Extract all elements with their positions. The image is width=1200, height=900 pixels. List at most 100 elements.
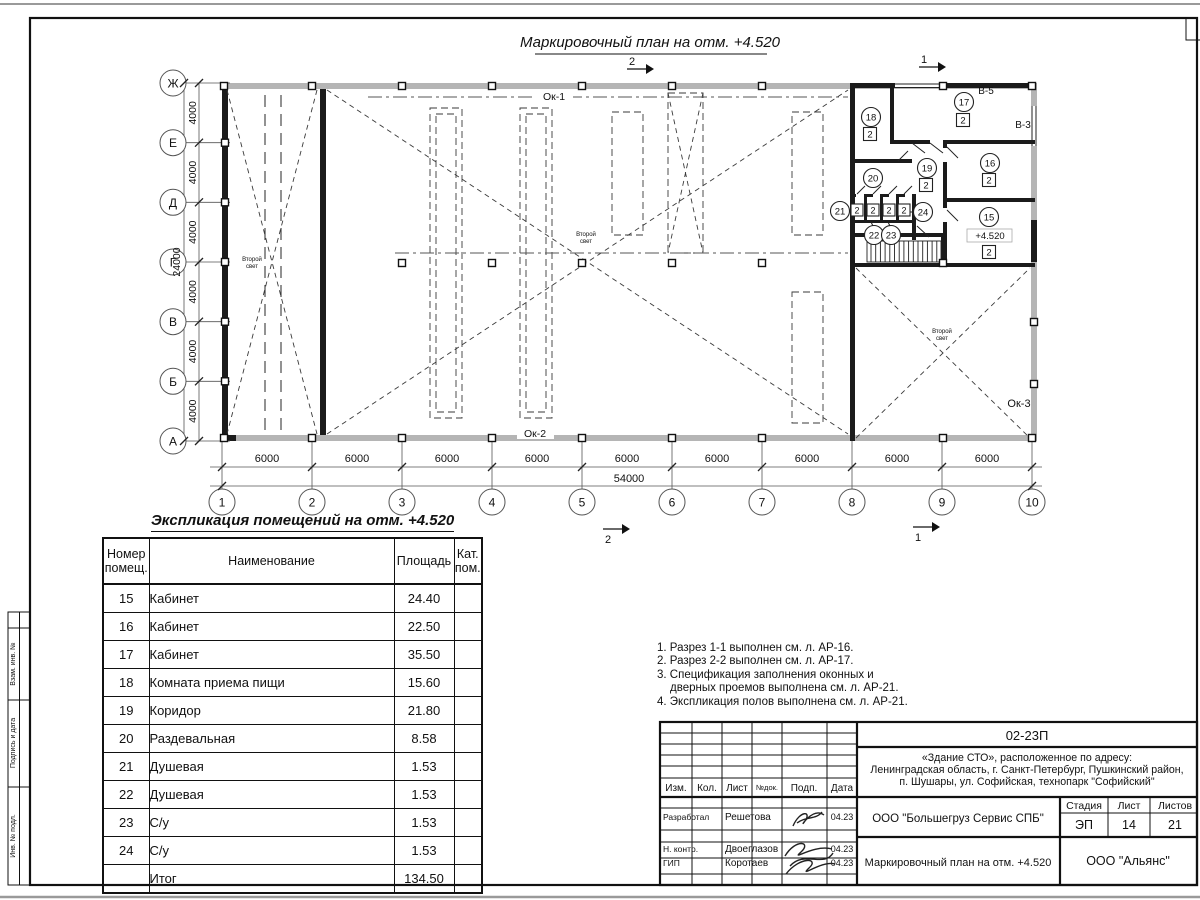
elevation-mark: +4.520 xyxy=(975,231,1004,242)
room-number-bubble xyxy=(880,224,902,246)
doc-code: 02-23П xyxy=(1006,728,1049,743)
column-marker xyxy=(220,257,230,267)
tb-col-ndok: №док. xyxy=(756,783,778,792)
table-row: 18 Комната приема пищи 15.60 xyxy=(102,668,483,697)
tb-col-podp: Подп. xyxy=(791,783,818,794)
room-number-bubble xyxy=(860,106,882,128)
section-mark-1-bottom: 1 xyxy=(915,532,921,544)
room-number: 19 xyxy=(922,164,933,175)
sheets-total-value: 21 xyxy=(1168,818,1182,832)
column-marker xyxy=(1029,379,1039,389)
cell-room-category xyxy=(453,752,483,781)
cell-room-area: 1.53 xyxy=(393,752,455,781)
room-number-bubble xyxy=(862,167,884,189)
column-marker xyxy=(1029,317,1039,327)
axis-number-bubble xyxy=(838,488,866,516)
cell-room-category xyxy=(453,836,483,865)
cell-room-name: Кабинет xyxy=(148,583,395,613)
axis-number-bubble xyxy=(298,488,326,516)
col-header-number: Номер помещ. xyxy=(102,537,150,585)
room-category-box xyxy=(981,172,997,188)
table-row: 15 Кабинет 24.40 xyxy=(102,583,483,613)
table-row: 23 С/у 1.53 xyxy=(102,808,483,837)
second-light-label: Второй xyxy=(576,231,596,238)
sidebar-label: Подпись и дата xyxy=(10,718,17,768)
column-marker xyxy=(219,81,229,91)
column-marker xyxy=(397,81,407,91)
column-marker xyxy=(219,433,229,443)
tb-col-izm: Изм. xyxy=(665,783,686,794)
axis-letter-label: А xyxy=(169,435,177,449)
role-label: ГИП xyxy=(663,858,680,868)
notes-list: 1. Разрез 1-1 выполнен см. л. АР-16. 2. Р… xyxy=(657,642,919,709)
tb-col-list: Лист xyxy=(726,783,748,794)
room-number: 24 xyxy=(918,208,929,219)
axis-number-bubble xyxy=(748,488,776,516)
second-light-label: свет xyxy=(936,336,948,342)
dim-6000-label: 6000 xyxy=(705,453,729,465)
axis-letter-bubble xyxy=(159,308,187,336)
column-marker xyxy=(938,81,948,91)
axis-letter-bubble xyxy=(159,427,187,455)
column-marker xyxy=(577,258,587,268)
room-category: 2 xyxy=(870,206,875,216)
total-value: 134.50 xyxy=(393,864,455,894)
axis-number-bubble xyxy=(478,488,506,516)
column-marker xyxy=(577,81,587,91)
stage-value: ЭП xyxy=(1075,818,1093,832)
axis-number-label: 6 xyxy=(669,496,676,510)
cell-room-area: 21.80 xyxy=(393,696,455,725)
tb-col-kol: Кол. xyxy=(697,783,717,794)
role-name: Коротаев xyxy=(725,858,768,869)
page-frame: Взам. инв. № Подпись и дата Инв. № подл. xyxy=(0,3,1200,899)
col-header-area: Площадь xyxy=(393,537,455,585)
dim-6000-label: 6000 xyxy=(975,453,999,465)
room-number: 16 xyxy=(985,159,996,170)
column-marker xyxy=(307,433,317,443)
cell-room-area: 8.58 xyxy=(393,724,455,753)
note-item: 1. Разрез 1-1 выполнен см. л. АР-16. xyxy=(657,642,854,654)
room-category-box xyxy=(981,244,997,260)
dim-6000-label: 6000 xyxy=(615,453,639,465)
room-number-bubble xyxy=(829,200,851,222)
titleblock: Изм. Кол. Лист №док. Подп. Дата 02-23П «… xyxy=(658,720,1199,887)
room-number: 20 xyxy=(868,174,879,185)
cell-room-category xyxy=(453,808,483,837)
table-row: 19 Коридор 21.80 xyxy=(102,696,483,725)
room-number: 15 xyxy=(984,213,995,224)
room-category: 2 xyxy=(867,130,872,141)
cell-room-number: 24 xyxy=(102,836,150,865)
column-marker xyxy=(487,433,497,443)
section-marks: 2 1 2 1 xyxy=(603,54,946,546)
column-marker xyxy=(220,138,230,147)
column-marker xyxy=(938,258,948,268)
room-category: 2 xyxy=(854,206,859,216)
cell-room-number: 22 xyxy=(102,780,150,809)
window-label-v3: В-3 xyxy=(1015,120,1031,131)
table-row: 20 Раздевальная 8.58 xyxy=(102,724,483,753)
sheet-header: Лист xyxy=(1118,800,1141,812)
dim-4000-label: 4000 xyxy=(187,161,199,185)
cell-room-name: Коридор xyxy=(148,696,395,725)
tb-col-data: Дата xyxy=(831,783,854,794)
room-number: 23 xyxy=(886,231,897,242)
address-line: «Здание СТО», расположенное по адресу: xyxy=(922,752,1132,764)
plan-title: Маркировочный план на отм. +4.520 xyxy=(520,34,781,51)
sheet-title: Маркировочный план на отм. +4.520 xyxy=(865,857,1052,869)
axis-letter-bubble xyxy=(159,367,187,395)
room-category-box xyxy=(850,203,864,217)
column-marker xyxy=(938,433,948,443)
axis-number-bubble xyxy=(1018,488,1046,516)
stair-treads xyxy=(870,241,938,262)
column-marker xyxy=(220,317,230,326)
sheet-value: 14 xyxy=(1122,818,1136,832)
plan-walls xyxy=(222,83,1037,441)
cell-empty xyxy=(453,864,483,894)
cell-room-name: С/у xyxy=(148,836,395,865)
room-number: 21 xyxy=(835,207,846,218)
note-item: 4. Экспликация полов выполнена см. л. АР… xyxy=(657,695,908,708)
cell-room-name: С/у xyxy=(148,808,395,837)
axis-number-label: 7 xyxy=(759,496,766,510)
